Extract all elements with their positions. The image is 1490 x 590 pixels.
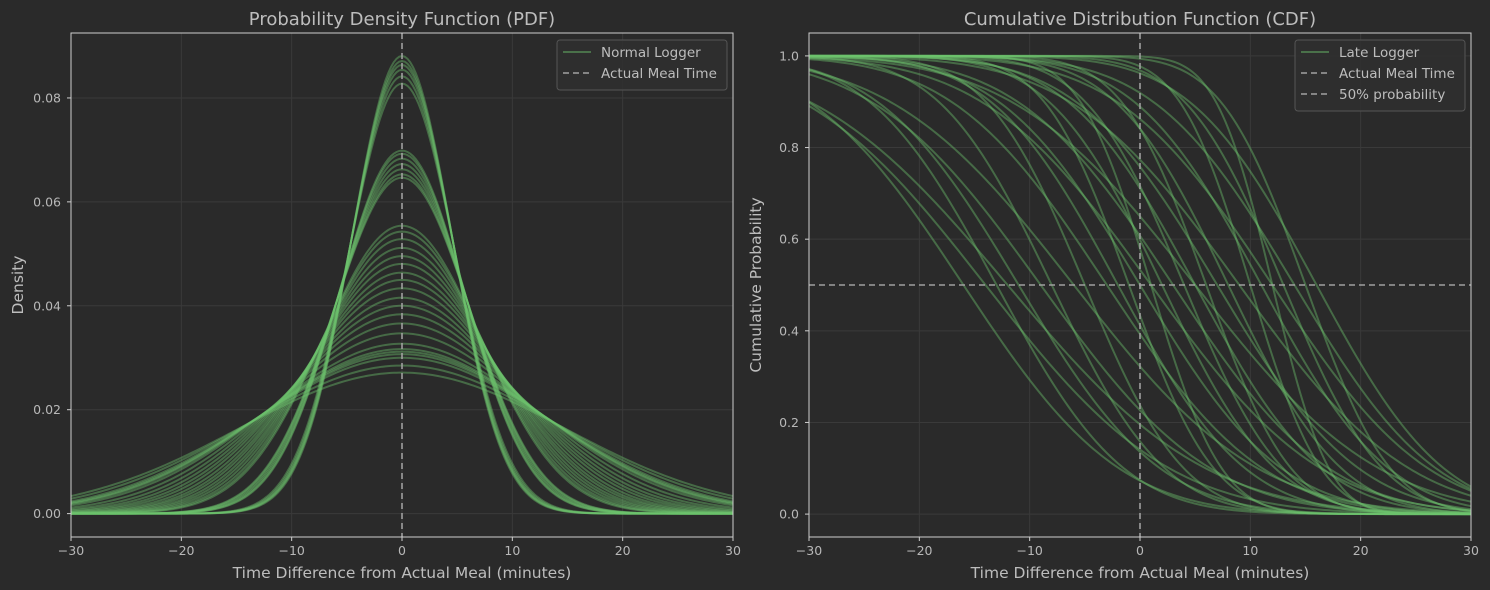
legend-label: Actual Meal Time bbox=[601, 66, 717, 82]
legend: Late Logger Actual Meal Time 50% probabili… bbox=[1294, 39, 1466, 112]
y-tick-label: 0.6 bbox=[779, 232, 799, 247]
series-line bbox=[808, 101, 1471, 516]
series-line bbox=[70, 230, 734, 515]
series-line bbox=[808, 54, 1472, 515]
x-tick-label: 0 bbox=[1136, 543, 1144, 558]
x-axis-label: Time Difference from Actual Meal (minute… bbox=[970, 564, 1310, 582]
x-tick-label: −30 bbox=[58, 543, 84, 558]
x-tick-label: 30 bbox=[1463, 543, 1479, 558]
y-tick-label: 0.06 bbox=[33, 194, 61, 209]
series-line bbox=[71, 149, 733, 515]
legend-box bbox=[556, 39, 728, 91]
y-tick-label: 0.00 bbox=[33, 506, 61, 521]
series-line bbox=[70, 278, 734, 514]
series-line bbox=[809, 54, 1472, 512]
legend-label: Late Logger bbox=[1339, 45, 1420, 61]
y-axis-label: Cumulative Probability bbox=[747, 197, 765, 372]
pdf-chart: −30 −20 −10 0 10 20 30 0.00 0.02 0.04 0.06 0.08 Prob… bbox=[9, 9, 741, 582]
series-line bbox=[71, 60, 733, 515]
y-tick-label: 0.08 bbox=[33, 90, 61, 105]
x-tick-label: 10 bbox=[504, 543, 520, 558]
y-tick-label: 0.02 bbox=[33, 402, 61, 417]
y-tick-label: 0.8 bbox=[779, 140, 799, 155]
series-line bbox=[70, 350, 734, 505]
cdf-chart: −30 −20 −10 0 10 20 30 0.0 0.2 0.4 0.6 0.8 1.0 Cumula… bbox=[747, 9, 1479, 582]
x-tick-label: 10 bbox=[1242, 543, 1258, 558]
series-line bbox=[71, 168, 733, 515]
series-line bbox=[70, 271, 734, 515]
legend-label: Normal Logger bbox=[601, 45, 701, 61]
series-line bbox=[808, 105, 1472, 515]
series-line bbox=[808, 56, 1471, 516]
x-tick-label: −20 bbox=[906, 543, 932, 558]
x-tick-label: 20 bbox=[1353, 543, 1369, 558]
y-tick-label: 0.04 bbox=[33, 298, 61, 313]
y-axis-label: Density bbox=[9, 256, 27, 315]
series-line bbox=[808, 68, 1471, 516]
x-tick-label: 30 bbox=[725, 543, 741, 558]
series-line bbox=[808, 55, 1472, 497]
series-line bbox=[71, 68, 733, 515]
series-line bbox=[70, 371, 734, 498]
x-tick-label: −20 bbox=[168, 543, 194, 558]
y-tick-label: 1.0 bbox=[779, 48, 799, 63]
series-line bbox=[808, 73, 1472, 515]
x-tick-label: −10 bbox=[278, 543, 304, 558]
legend-box bbox=[1294, 39, 1466, 112]
legend-label: Actual Meal Time bbox=[1339, 66, 1455, 82]
x-axis-label: Time Difference from Actual Meal (minute… bbox=[232, 564, 572, 582]
y-tick-label: 0.4 bbox=[779, 323, 799, 338]
series-line bbox=[808, 68, 1471, 516]
legend-label: 50% probability bbox=[1339, 87, 1445, 103]
x-tick-label: 0 bbox=[398, 543, 406, 558]
y-tick-label: 0.0 bbox=[779, 507, 799, 522]
x-tick-label: −10 bbox=[1016, 543, 1042, 558]
x-tick-label: −30 bbox=[796, 543, 822, 558]
y-tick-label: 0.2 bbox=[779, 415, 799, 430]
chart-title: Cumulative Distribution Function (CDF) bbox=[964, 9, 1316, 30]
series-line bbox=[70, 238, 734, 515]
series-line bbox=[808, 57, 1472, 512]
series-line bbox=[809, 54, 1472, 490]
legend: Normal Logger Actual Meal Time bbox=[556, 39, 728, 91]
series-line bbox=[70, 348, 734, 505]
x-tick-label: 20 bbox=[615, 543, 631, 558]
grid bbox=[70, 33, 734, 537]
chart-title: Probability Density Function (PDF) bbox=[249, 9, 555, 30]
